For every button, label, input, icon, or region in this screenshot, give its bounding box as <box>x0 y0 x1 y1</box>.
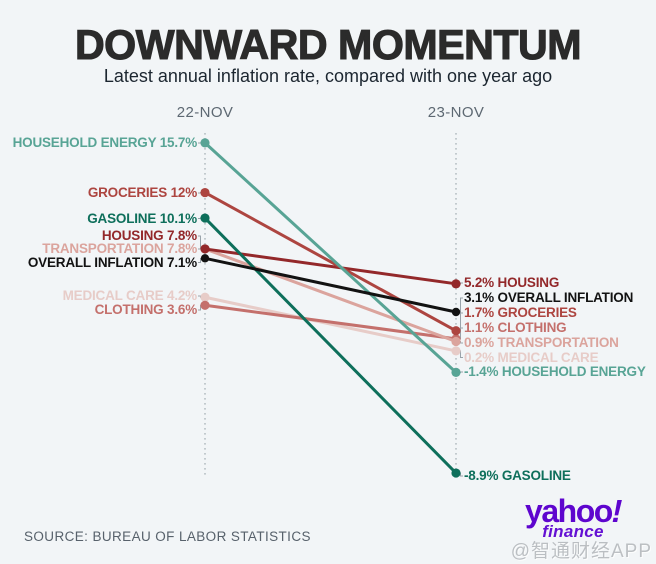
series-label-right-housing: 5.2% HOUSING <box>464 275 560 290</box>
finance-wordmark: finance <box>542 522 604 541</box>
series-label-right-gasoline: -8.9% GASOLINE <box>464 468 571 483</box>
series-line-household-energy <box>203 141 458 374</box>
yahoo-wordmark: yahoo! <box>525 493 625 529</box>
series-label-left-gasoline: GASOLINE 10.1% <box>87 210 197 226</box>
watermark-text: @智通财经APP <box>510 541 652 562</box>
series-dot-household-energy-left <box>200 138 210 148</box>
column-header-right: 23-NOV <box>427 104 485 121</box>
series-line-overall-inflation <box>204 256 457 314</box>
series-line-medical-care <box>204 295 457 353</box>
series-label-left-clothing: CLOTHING 3.6% <box>94 302 198 317</box>
series-dot-overall-inflation-right <box>451 307 461 317</box>
series-dot-housing-right <box>451 279 461 289</box>
series-label-left-overall-inflation: OVERALL INFLATION 7.1% <box>27 254 197 270</box>
page-title: DOWNWARD MOMENTUM <box>74 20 582 68</box>
series-label-right-transportation: 0.9% TRANSPORTATION <box>464 335 619 350</box>
series-dot-household-energy-right <box>451 367 461 377</box>
series-line-groceries <box>204 191 457 333</box>
series-label-left-household-energy: HOUSEHOLD ENERGY 15.7% <box>12 135 198 150</box>
yahoo-finance-logo: yahoo! finance <box>514 493 632 541</box>
series-dot-overall-inflation-left <box>200 254 210 263</box>
series-line-transportation <box>204 247 457 343</box>
series-label-right-medical-care: 0.2% MEDICAL CARE <box>464 349 599 365</box>
series-dot-gasoline-left <box>200 213 210 223</box>
series-dot-transportation-right <box>451 336 461 347</box>
series-dot-groceries-left <box>200 187 210 198</box>
series-label-left-groceries: GROCERIES 12% <box>87 185 197 200</box>
series-dot-clothing-left <box>200 300 210 310</box>
series-dot-medical-care-left <box>200 292 210 302</box>
series-label-left-housing: HOUSING 7.8% <box>101 228 197 243</box>
series-label-left-medical-care: MEDICAL CARE 4.2% <box>62 288 198 303</box>
source-credit: SOURCE: BUREAU OF LABOR STATISTICS <box>24 529 311 544</box>
series-label-right-clothing: 1.1% CLOTHING <box>464 320 567 335</box>
series-dot-medical-care-right <box>451 346 461 356</box>
series-dot-housing-left <box>200 244 210 254</box>
series-dot-groceries-right <box>451 326 461 336</box>
series-line-gasoline <box>203 217 458 475</box>
series-line-housing <box>204 247 457 286</box>
page-subtitle: Latest annual inflation rate, compared w… <box>103 66 553 86</box>
series-label-left-transportation: TRANSPORTATION 7.8% <box>42 241 197 256</box>
series-label-right-overall-inflation: 3.1% OVERALL INFLATION <box>464 290 634 305</box>
series-label-right-groceries: 1.7% GROCERIES <box>464 305 577 320</box>
series-dot-gasoline-right <box>451 468 461 478</box>
series-label-right-household-energy: -1.4% HOUSEHOLD ENERGY <box>464 364 646 379</box>
column-header-left: 22-NOV <box>176 104 234 121</box>
